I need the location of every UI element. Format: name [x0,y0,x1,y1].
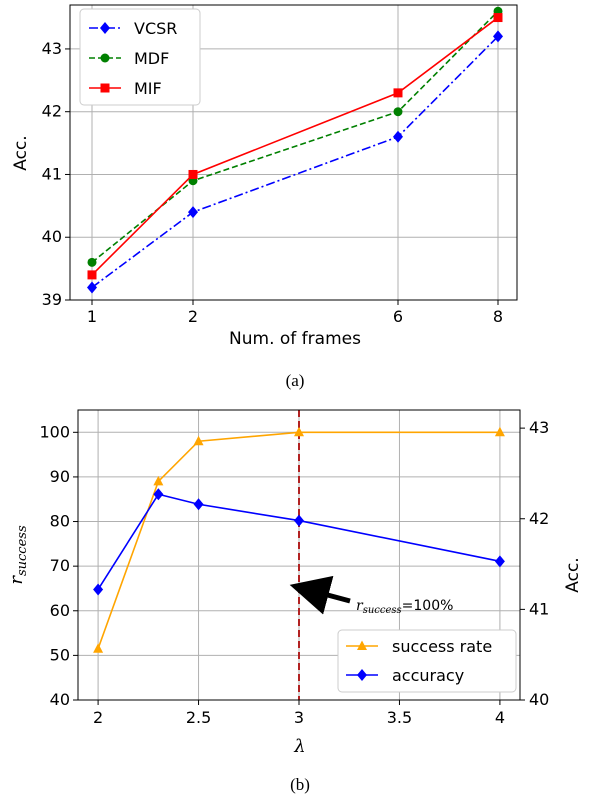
point-accuracy [193,498,204,511]
legend-marker-mif [100,83,110,93]
point-vcsr [87,281,97,294]
point-success-rate [193,435,204,446]
point-success-rate [494,426,505,437]
chart-b-xtick-label: 2 [93,708,103,727]
chart-b-ytick-left-label: 40 [50,690,70,709]
chart-a-series [87,6,503,294]
chart-b-ytick-left-label: 70 [50,556,70,575]
chart-a-xtick-label: 1 [87,307,97,326]
legend-label-vcsr: VCSR [134,19,177,38]
chart-a-ytick-label: 41 [42,164,62,183]
chart-b-ytick-left-label: 100 [39,422,70,441]
point-mif [188,169,198,179]
chart-b-xtick-label: 3.5 [387,708,412,727]
legend-marker-success-rate [357,640,367,650]
legend-marker-vcsr [100,22,110,34]
chart-b-xlabel: λ [293,736,305,757]
chart-a-xtick-label: 6 [393,307,403,326]
chart-a-ylabel: Acc. [11,135,31,170]
chart-b-xtick-label: 3 [294,708,304,727]
point-mif [87,270,97,280]
chart-a-ticks: 1 2 6 8 39 40 41 42 43 [42,39,503,326]
chart-a-legend: VCSR MDF MIF [79,8,201,106]
chart-a-frame [69,4,518,301]
chart-b-series [93,426,505,653]
chart-b-ytick-left-label: 90 [50,467,70,486]
legend-label-success-rate: success rate [392,637,492,656]
point-success-rate [153,475,164,486]
caption-b: (b) [290,775,310,794]
annotation-arrow [289,575,351,615]
series-line-mif [91,16,499,276]
chart-b-ticks: 2 2.5 3 3.5 4 40 50 60 70 80 90 100 40 41 42 43 [39,418,549,727]
series-line-vcsr [91,35,499,289]
chart-b-legend: success rate accuracy [337,629,517,693]
point-accuracy [494,555,505,568]
chart-a-ytick-label: 40 [42,227,62,246]
chart-a-legend-box [79,8,201,106]
chart-a-ytick-label: 39 [42,290,62,309]
annotation-text: rsuccess=100% [356,598,453,616]
chart-b-ytick-left-label: 80 [50,512,70,531]
legend-marker-mdf [100,53,110,63]
series-line-mdf [91,10,499,263]
chart-b-ytick-right-label: 40 [529,690,549,709]
point-mdf [393,107,403,117]
chart-b-ytick-left-label: 60 [50,601,70,620]
chart-b-ytick-right-label: 42 [529,509,549,528]
chart-b-ylabel-left: rsuccess [6,525,30,585]
point-accuracy [93,583,104,596]
point-vcsr [393,130,403,143]
chart-a-ytick-label: 42 [42,102,62,121]
point-mdf [87,257,97,267]
chart-b-xtick-label: 2.5 [186,708,211,727]
legend-label-mdf: MDF [134,49,169,68]
chart-b-ytick-right-label: 41 [529,599,549,618]
chart-a-ytick-label: 43 [42,39,62,58]
point-accuracy [153,488,164,501]
chart-a-xtick-label: 2 [188,307,198,326]
chart-b-ytick-right-label: 43 [529,418,549,437]
point-mif [493,13,503,23]
chart-a-xlabel: Num. of frames [229,329,361,349]
chart-b-xtick-label: 4 [495,708,505,727]
point-success-rate [93,643,104,653]
point-accuracy [294,514,304,527]
chart-b-annotation: rsuccess=100% [289,575,453,616]
point-vcsr [493,30,503,43]
point-mif [393,88,403,98]
legend-label-accuracy: accuracy [392,666,464,685]
point-vcsr [188,206,198,219]
chart-b: 2 2.5 3 3.5 4 40 50 60 70 80 90 100 40 41 42 43 λ rsucc… [6,409,583,757]
chart-a: 1 2 6 8 39 40 41 42 43 Num. of frames Acc. VCSR M… [11,4,518,349]
caption-a: (a) [286,371,305,390]
legend-label-mif: MIF [134,79,162,98]
chart-b-ytick-left-label: 50 [50,645,70,664]
chart-a-xtick-label: 8 [493,307,503,326]
chart-b-ylabel-right: Acc. [563,557,583,592]
point-success-rate [294,426,304,437]
chart-b-legend-box [337,629,517,693]
legend-marker-accuracy [357,669,367,681]
